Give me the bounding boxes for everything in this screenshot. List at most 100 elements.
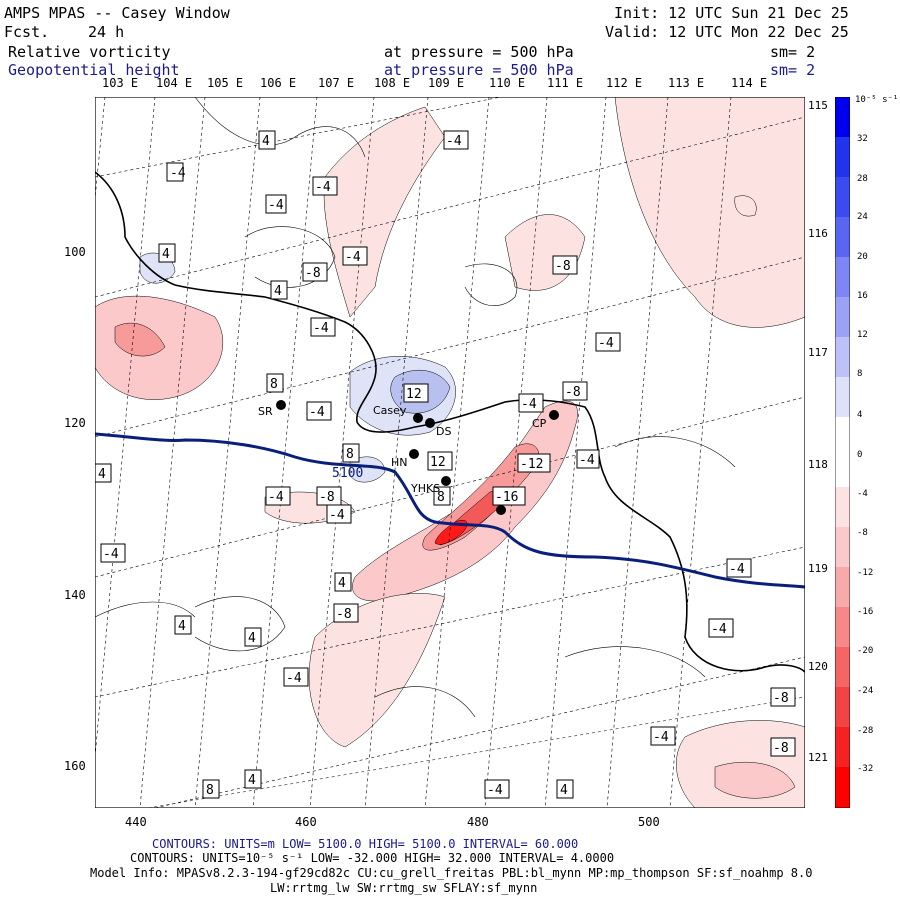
colorbar-label: 4 <box>857 410 863 420</box>
lon-label-109: 109 E <box>428 76 465 90</box>
lon-label-115: 115 E <box>808 99 842 112</box>
field-name-vorticity: Relative vorticity <box>8 43 171 61</box>
height-contour-5100 <box>95 432 805 589</box>
contour-label: 4 <box>338 576 346 591</box>
contour-label: 4 <box>162 247 170 262</box>
contour-label: -12 <box>520 457 543 472</box>
lon-label-107: 107 E <box>318 76 355 90</box>
level-vorticity: at pressure = 500 hPa <box>384 43 574 61</box>
station-label: HN <box>391 456 408 469</box>
y-tick-100: 100 <box>64 245 86 259</box>
height-contour-label: 5100 <box>332 466 363 481</box>
contour-label: -8 <box>555 259 571 274</box>
model-info: Model Info: MPASv8.2.3-194-gf29cd82c CU:… <box>90 866 813 880</box>
colorbar <box>835 97 850 808</box>
y-tick-140: 140 <box>64 588 86 602</box>
stations: SR Casey DS CP HN YHKS <box>258 400 559 515</box>
contour-label: -4 <box>579 453 595 468</box>
colorbar-label: -24 <box>857 686 874 696</box>
colorbar-unit: 10⁻⁵ s⁻¹ <box>855 95 899 105</box>
contour-label: 8 <box>206 783 214 798</box>
colorbar-label: -8 <box>857 528 868 538</box>
station-label: DS <box>436 425 451 438</box>
model-title: AMPS MPAS -- Casey Window <box>4 4 230 22</box>
contour-label: 4 <box>274 284 282 299</box>
vorticity-contour-info: CONTOURS: UNITS=10⁻⁵ s⁻¹ LOW= -32.000 HI… <box>130 851 615 865</box>
colorbar-label: 20 <box>857 252 868 262</box>
lon-label-117: 117 E <box>808 346 842 359</box>
level-height: at pressure = 500 hPa <box>384 61 574 79</box>
contour-label: -4 <box>309 405 325 420</box>
init-time: Init: 12 UTC Sun 21 Dec 25 <box>614 4 849 22</box>
graticule <box>95 97 805 808</box>
colorbar-label: -20 <box>857 646 874 656</box>
contour-label: 4 <box>248 631 256 646</box>
contour-label: -4 <box>329 508 345 523</box>
lon-label-120: 120 E <box>808 660 842 673</box>
colorbar-label: -12 <box>857 568 874 578</box>
lon-label-112: 112 E <box>606 76 643 90</box>
colorbar-label: 24 <box>857 212 868 222</box>
contour-label: -4 <box>345 250 361 265</box>
contour-label: 4 <box>262 134 270 149</box>
contour-label: -8 <box>773 741 789 756</box>
forecast-label: Fcst. <box>4 23 50 41</box>
contour-label: 8 <box>270 377 278 392</box>
smoothing-vorticity: sm= 2 <box>770 43 816 61</box>
contour-labels: 4 -4 4 -4 -4 4 -4 -8 -4 -8 -4 -4 -8 -4 8… <box>95 130 796 799</box>
contour-label: -4 <box>170 166 186 181</box>
contour-label: -8 <box>565 385 581 400</box>
lon-label-114: 114 E <box>731 76 768 90</box>
contour-label: -8 <box>336 607 352 622</box>
colorbar-label: -32 <box>857 764 874 774</box>
station-label: SR <box>258 405 273 418</box>
station-label: Casey <box>373 404 407 417</box>
colorbar-label: 8 <box>857 369 863 379</box>
contour-label: -4 <box>729 562 745 577</box>
x-tick-500: 500 <box>638 815 660 829</box>
contour-label: 12 <box>406 387 422 402</box>
colorbar-label: -28 <box>857 726 874 736</box>
lon-label-116: 116 E <box>808 227 842 240</box>
lon-label-110: 110 E <box>489 76 526 90</box>
lon-label-113: 113 E <box>668 76 705 90</box>
contour-label: -4 <box>103 547 119 562</box>
contour-label: -4 <box>446 134 462 149</box>
x-tick-480: 480 <box>467 815 489 829</box>
lon-label-108: 108 E <box>374 76 411 90</box>
x-tick-440: 440 <box>125 815 147 829</box>
contour-label: -4 <box>268 198 284 213</box>
lon-label-119: 119 E <box>808 562 842 575</box>
contour-label: -8 <box>319 490 335 505</box>
contour-label: -4 <box>268 490 284 505</box>
colorbar-label: 12 <box>857 330 868 340</box>
station-label: YHKS <box>410 482 440 495</box>
lon-label-106: 106 E <box>260 76 297 90</box>
contour-label: -4 <box>286 671 302 686</box>
contour-label: -4 <box>653 730 669 745</box>
contour-label: -4 <box>313 321 329 336</box>
lon-label-103: 103 E <box>102 76 139 90</box>
y-tick-120: 120 <box>64 416 86 430</box>
contour-label: 8 <box>437 490 445 505</box>
contour-label: -8 <box>773 691 789 706</box>
lon-label-118: 118 E <box>808 458 842 471</box>
lon-label-104: 104 E <box>156 76 193 90</box>
contour-label: 4 <box>560 783 568 798</box>
y-tick-160: 160 <box>64 759 86 773</box>
contour-label: -16 <box>495 490 518 505</box>
colorbar-label: 28 <box>857 174 868 184</box>
contour-label: -4 <box>315 180 331 195</box>
colorbar-label: -16 <box>857 607 874 617</box>
contour-label: 8 <box>346 447 354 462</box>
colorbar-label: 32 <box>857 134 868 144</box>
contour-label: 4 <box>98 467 106 482</box>
colorbar-label: 0 <box>857 450 863 460</box>
contour-label: 4 <box>178 619 186 634</box>
vorticity-map: 4 -4 4 -4 -4 4 -4 -8 -4 -8 -4 -4 -8 -4 8… <box>95 97 805 808</box>
contour-label: -4 <box>598 336 614 351</box>
contour-label: 4 <box>248 773 256 788</box>
valid-time: Valid: 12 UTC Mon 22 Dec 25 <box>605 23 849 41</box>
contour-label: -4 <box>487 783 503 798</box>
contour-label: -8 <box>305 266 321 281</box>
